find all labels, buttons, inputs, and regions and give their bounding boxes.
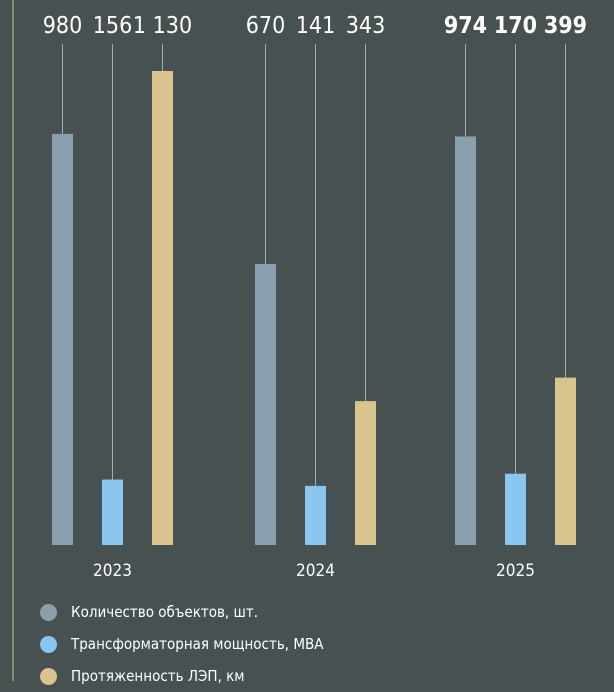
legend-dot-icon [40,603,57,621]
data-label: 980 [43,13,83,39]
data-label: 170 [494,13,537,39]
bar [305,485,326,545]
legend-dot-icon [40,667,57,685]
bar [52,133,73,545]
legend-item-lines: Протяженность ЛЭП, км [40,660,323,692]
bar [102,479,123,545]
legend-label-lines: Протяженность ЛЭП, км [71,667,245,685]
left-divider-line [12,0,14,681]
bar [505,473,526,545]
x-tick-label: 2024 [296,561,335,581]
legend-label-objects: Количество объектов, шт. [71,603,258,621]
x-tick-label: 2023 [93,561,132,581]
data-label: 141 [296,13,336,39]
chart-legend: Количество объектов, шт. Трансформаторна… [40,596,323,692]
data-label: 343 [346,13,386,39]
data-label: 399 [544,13,587,39]
bar [255,263,276,545]
bar [152,71,173,545]
bar [455,136,476,545]
bar-chart: 980 156 1 130 2023 670 141 343 2024 974 170 399 202… [43,13,587,581]
legend-item-power: Трансформаторная мощность, МВА [40,628,323,660]
data-label: 974 [444,13,487,39]
bar [555,377,576,545]
bar [355,401,376,545]
data-label: 670 [246,13,286,39]
data-label: 1 130 [133,13,192,39]
legend-dot-icon [40,635,57,653]
x-tick-label: 2025 [496,561,535,581]
data-label: 156 [93,13,133,39]
legend-item-objects: Количество объектов, шт. [40,596,323,628]
legend-label-power: Трансформаторная мощность, МВА [71,635,324,653]
